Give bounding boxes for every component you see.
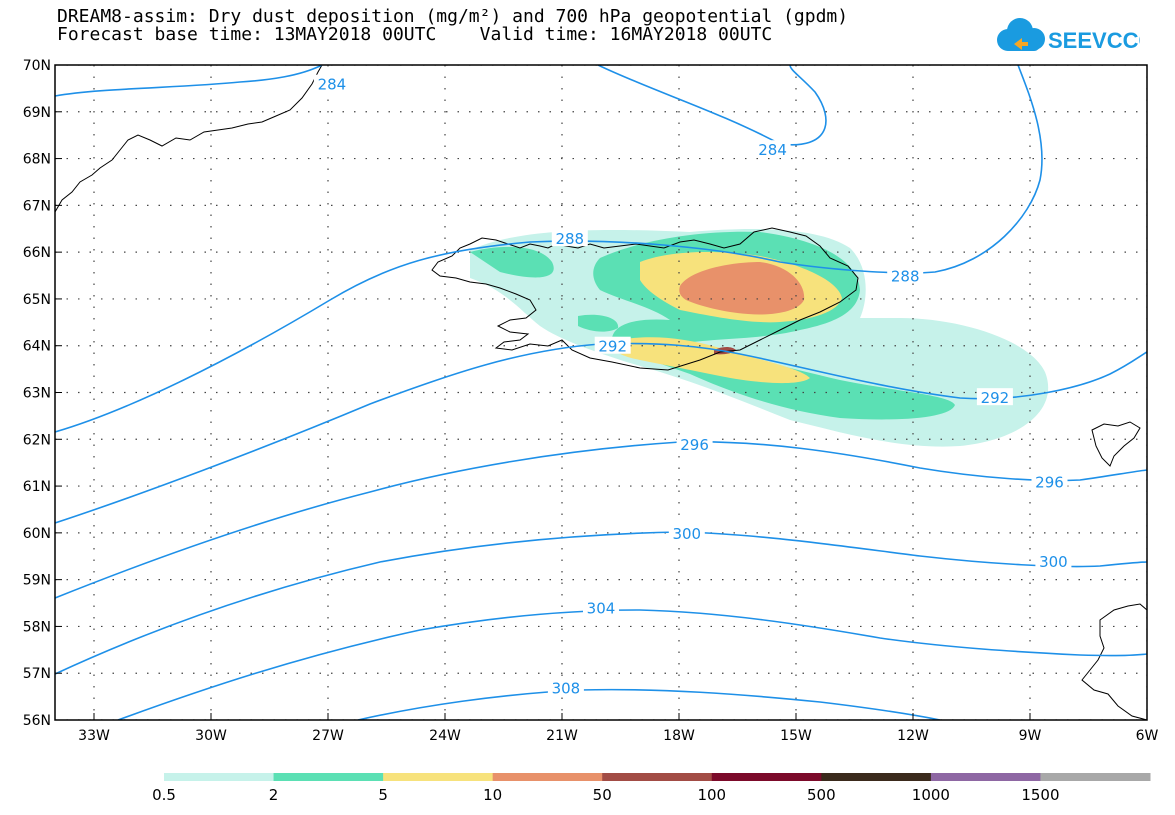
lon-tick-label: 33W <box>78 728 110 744</box>
legend-label: 500 <box>807 786 836 804</box>
lat-tick-label: 69N <box>23 105 51 121</box>
color-legend: 0.5 2 5 10 50 100 500 1000 1500 <box>152 773 1151 804</box>
lat-tick-label: 66N <box>23 245 51 261</box>
lat-tick-label: 65N <box>23 292 51 308</box>
contour-label: 296 <box>1035 473 1064 491</box>
chart-subtitle: Forecast base time: 13MAY2018 00UTC Vali… <box>57 24 773 45</box>
contour-288-west <box>55 65 1043 433</box>
contour-label: 300 <box>672 525 701 543</box>
dust-area-2 <box>470 231 955 420</box>
contour-label-bg <box>676 434 713 452</box>
lon-tick-label: 9W <box>1019 728 1042 744</box>
lon-tick-label: 30W <box>195 728 227 744</box>
coastline-faroe <box>1091 421 1141 467</box>
lat-tick-label: 62N <box>23 432 51 448</box>
legend-swatch <box>383 773 494 781</box>
contour-308 <box>357 688 941 720</box>
contour-label: 288 <box>891 268 920 286</box>
contour-label-bg <box>551 229 588 247</box>
lat-tick-label: 58N <box>23 619 51 635</box>
lat-tick-label: 63N <box>23 386 51 402</box>
contour-label-bg <box>313 74 350 92</box>
legend-swatch <box>273 773 384 781</box>
dust-deposition-shading <box>470 229 1049 447</box>
lat-tick-label: 59N <box>23 573 51 589</box>
lon-tick-label: 18W <box>663 728 695 744</box>
contour-label: 292 <box>981 389 1010 407</box>
contour-label-bg <box>754 140 791 158</box>
contour-label-bg <box>887 266 924 284</box>
lon-tick-label: 27W <box>312 728 344 744</box>
contour-label-bg <box>668 523 705 541</box>
lat-tick-label: 64N <box>23 339 51 355</box>
contour-label: 300 <box>1039 553 1068 571</box>
contour-label: 284 <box>318 76 347 94</box>
cloud-icon <box>997 18 1045 51</box>
contour-label-bg <box>547 678 584 696</box>
contour-label: 288 <box>555 230 584 248</box>
contour-label-bg <box>583 598 619 616</box>
legend-swatch <box>602 773 713 781</box>
contour-label-bg <box>1035 551 1072 569</box>
contour-label-bg <box>594 336 631 354</box>
contour-284-west <box>55 65 323 97</box>
legend-label: 10 <box>483 786 502 804</box>
logo-text: SEEVCCC <box>1048 28 1140 53</box>
lon-tick-label: 6W <box>1136 728 1159 744</box>
lat-tick-label: 61N <box>23 479 51 495</box>
lon-tick-label: 24W <box>429 728 461 744</box>
seevccc-logo: SEEVCCC <box>997 18 1140 53</box>
contour-labels: 284 284 288 288 292 292 296 296 300 300 304 308 <box>313 74 1072 697</box>
lat-tick-label: 57N <box>23 666 51 682</box>
contour-label: 308 <box>552 679 581 697</box>
lon-tick-label: 12W <box>897 728 929 744</box>
contour-label: 296 <box>680 436 709 454</box>
legend-swatch <box>930 773 1041 781</box>
contour-292 <box>55 342 1147 524</box>
contour-label-bg <box>1031 472 1068 490</box>
lat-tick-label: 67N <box>23 198 51 214</box>
legend-label: 0.5 <box>152 786 176 804</box>
legend-label: 100 <box>697 786 726 804</box>
dust-area-10 <box>679 262 805 315</box>
contour-label: 292 <box>598 338 627 356</box>
contour-label-bg <box>976 388 1013 406</box>
coastline-scotland <box>1081 603 1147 720</box>
legend-label: 1000 <box>912 786 950 804</box>
latitude-labels: 70N 69N 68N 67N 66N 65N 64N 63N 62N 61N 60N 59N 58N 5… <box>23 58 62 729</box>
chart-title: DREAM8-assim: Dry dust deposition (mg/m²… <box>57 6 849 27</box>
legend-swatch <box>1040 773 1151 781</box>
lon-tick-label: 15W <box>780 728 812 744</box>
longitude-labels: 33W 30W 27W 24W 21W 18W 15W 12W 9W 6W <box>78 713 1159 744</box>
contour-label: 284 <box>758 141 787 159</box>
legend-label: 2 <box>269 786 279 804</box>
lat-tick-label: 68N <box>23 152 51 168</box>
legend-label: 50 <box>593 786 612 804</box>
lon-tick-label: 21W <box>546 728 578 744</box>
legend-swatch <box>164 773 275 781</box>
lat-tick-label: 56N <box>23 713 51 729</box>
contour-304 <box>117 609 1147 720</box>
contour-284-east <box>597 65 827 146</box>
legend-swatch <box>821 773 932 781</box>
legend-label: 5 <box>378 786 388 804</box>
legend-swatch <box>492 773 603 781</box>
lat-tick-label: 60N <box>23 526 51 542</box>
legend-swatch <box>711 773 822 781</box>
lat-tick-label: 70N <box>23 58 51 74</box>
contour-label: 304 <box>587 600 616 618</box>
graticule <box>55 65 1147 720</box>
legend-label: 1500 <box>1021 786 1059 804</box>
coastline-greenland <box>55 65 323 213</box>
